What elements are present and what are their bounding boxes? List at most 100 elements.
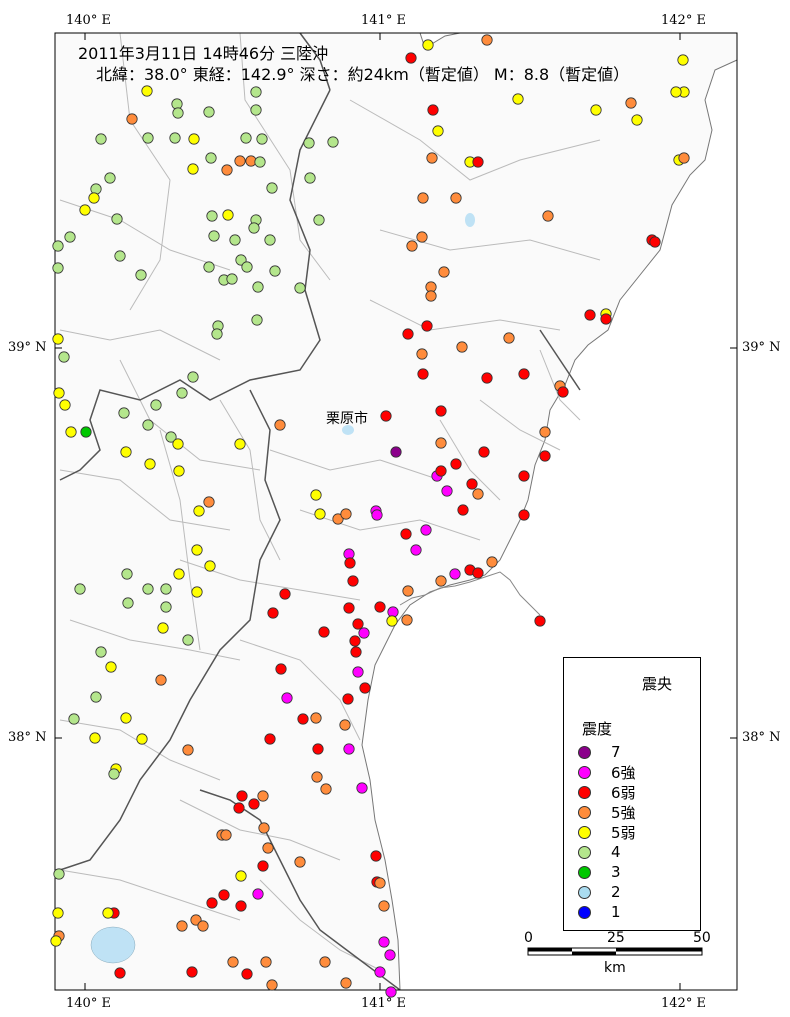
station-marker bbox=[425, 290, 437, 302]
station-marker bbox=[347, 575, 359, 587]
station-marker bbox=[241, 968, 253, 980]
prefecture-boundaries bbox=[59, 32, 581, 991]
scale-label-25: 25 bbox=[607, 930, 625, 946]
station-marker bbox=[435, 465, 447, 477]
station-marker bbox=[203, 106, 215, 118]
station-marker bbox=[312, 743, 324, 755]
station-marker bbox=[327, 136, 339, 148]
station-marker bbox=[188, 133, 200, 145]
station-marker bbox=[631, 114, 643, 126]
station-marker bbox=[218, 889, 230, 901]
station-marker bbox=[386, 615, 398, 627]
legend-swatch bbox=[578, 825, 591, 839]
station-marker bbox=[191, 544, 203, 556]
legend: 震央 震度 7 6強 6弱 5強 5弱 4 3 2 1 bbox=[563, 657, 701, 931]
station-marker bbox=[240, 132, 252, 144]
station-marker bbox=[319, 956, 331, 968]
station-marker bbox=[221, 164, 233, 176]
tick-right-39: 39° N bbox=[742, 340, 781, 355]
station-marker bbox=[120, 446, 132, 458]
station-marker bbox=[450, 458, 462, 470]
tick-right-38: 38° N bbox=[742, 730, 781, 745]
station-marker bbox=[435, 405, 447, 417]
scale-unit: km bbox=[604, 960, 626, 976]
station-marker bbox=[310, 712, 322, 724]
station-marker bbox=[208, 230, 220, 242]
station-marker bbox=[251, 314, 263, 326]
station-marker bbox=[343, 743, 355, 755]
station-marker bbox=[370, 850, 382, 862]
legend-label: 2 bbox=[611, 883, 621, 901]
station-marker bbox=[518, 509, 530, 521]
station-marker bbox=[227, 956, 239, 968]
place-label-kurihara: 栗原市 bbox=[326, 411, 368, 427]
station-marker bbox=[234, 438, 246, 450]
station-marker bbox=[275, 663, 287, 675]
legend-swatch bbox=[578, 765, 591, 779]
station-marker bbox=[310, 489, 322, 501]
station-marker bbox=[557, 386, 569, 398]
station-marker bbox=[222, 209, 234, 221]
station-marker bbox=[670, 86, 682, 98]
station-marker bbox=[264, 733, 276, 745]
station-marker bbox=[114, 967, 126, 979]
station-marker bbox=[311, 771, 323, 783]
station-marker bbox=[441, 485, 453, 497]
legend-item-4: 4 bbox=[578, 842, 621, 862]
station-marker bbox=[142, 583, 154, 595]
station-marker bbox=[104, 172, 116, 184]
station-marker bbox=[206, 210, 218, 222]
tick-bottom-141: 141° E bbox=[361, 996, 406, 1011]
station-marker bbox=[410, 544, 422, 556]
station-marker bbox=[235, 900, 247, 912]
station-marker bbox=[226, 273, 238, 285]
station-marker bbox=[279, 588, 291, 600]
station-marker bbox=[257, 790, 269, 802]
station-marker bbox=[233, 802, 245, 814]
station-marker bbox=[197, 920, 209, 932]
station-marker bbox=[68, 713, 80, 725]
graticule-ticks bbox=[55, 33, 737, 990]
legend-swatch bbox=[578, 905, 591, 919]
station-marker bbox=[172, 107, 184, 119]
legend-item-6plus: 6強 bbox=[578, 762, 636, 782]
station-marker bbox=[371, 509, 383, 521]
legend-swatch bbox=[578, 845, 591, 859]
legend-item-1: 1 bbox=[578, 902, 621, 922]
station-marker bbox=[136, 733, 148, 745]
station-marker bbox=[52, 333, 64, 345]
station-marker bbox=[402, 585, 414, 597]
station-marker bbox=[478, 446, 490, 458]
station-marker bbox=[120, 712, 132, 724]
station-marker bbox=[144, 458, 156, 470]
station-marker bbox=[193, 505, 205, 517]
station-marker bbox=[385, 986, 397, 998]
station-marker bbox=[160, 601, 172, 613]
station-marker bbox=[173, 568, 185, 580]
station-marker bbox=[417, 368, 429, 380]
scale-label-0: 0 bbox=[524, 930, 533, 946]
station-marker bbox=[352, 666, 364, 678]
station-marker bbox=[102, 907, 114, 919]
legend-swatch bbox=[578, 785, 591, 799]
station-marker bbox=[157, 622, 169, 634]
coastline bbox=[399, 571, 541, 616]
station-marker bbox=[349, 635, 361, 647]
station-marker bbox=[481, 34, 493, 46]
event-parameters: 北緯：38.0° 東経：142.9° 深さ：約24km（暫定値） M：8.8（暫… bbox=[96, 65, 630, 84]
station-marker bbox=[344, 557, 356, 569]
station-marker bbox=[203, 261, 215, 273]
legend-label: 6弱 bbox=[611, 783, 636, 802]
station-marker bbox=[241, 261, 253, 273]
station-marker bbox=[254, 156, 266, 168]
station-marker bbox=[294, 282, 306, 294]
station-marker bbox=[422, 39, 434, 51]
tick-top-140: 140° E bbox=[66, 13, 111, 28]
station-marker bbox=[53, 387, 65, 399]
station-marker bbox=[416, 348, 428, 360]
event-title: 2011年3月11日 14時46分 三陸沖 bbox=[78, 44, 329, 63]
station-marker bbox=[267, 607, 279, 619]
station-marker bbox=[142, 132, 154, 144]
station-marker bbox=[590, 104, 602, 116]
